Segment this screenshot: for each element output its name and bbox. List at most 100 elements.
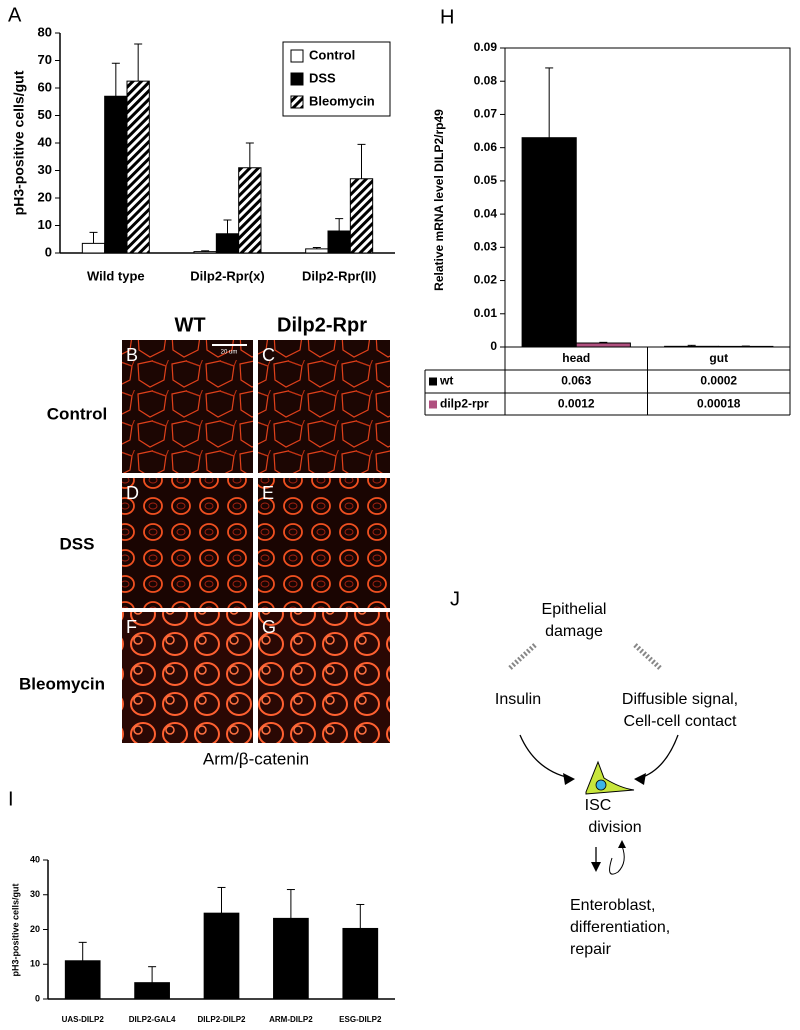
y-tick-label: 20 [38,189,52,204]
y-tick-label: 0.07 [474,107,498,121]
arrow [609,845,625,875]
micrograph [258,478,390,608]
panel-letter: B [126,345,138,365]
y-tick-label: 70 [38,52,52,67]
bar [521,137,577,348]
bar [126,80,150,254]
panel-letter: C [262,345,275,365]
micrograph [258,612,390,743]
node-text: differentiation, [570,919,670,936]
y-tick-label: 40 [30,854,40,864]
nucleus-icon [595,779,607,791]
scale-bar-label: 20 um [221,350,238,356]
y-tick-label: 30 [30,889,40,899]
bar [81,242,106,254]
panel-letter: A [8,4,22,26]
table-header: head [562,351,590,365]
y-tick-label: 0 [35,993,40,1003]
row-label: DSS [60,534,95,553]
y-tick-label: 0.08 [474,73,498,87]
bar [349,178,374,254]
bar [104,95,128,254]
y-axis-label: pH3-positive cells/gut [11,70,27,215]
bar [193,251,217,254]
node-text: Cell-cell contact [624,713,737,730]
y-tick-label: 10 [30,959,40,969]
bar [575,342,631,348]
micrograph [122,612,253,743]
arrow [633,643,662,670]
bar [64,960,101,1000]
y-tick-label: 0.04 [474,206,498,220]
x-tick-label: DILP2-GAL4 [129,1015,176,1024]
legend-label: wt [439,374,453,388]
bar [215,233,240,254]
node-text: Insulin [495,691,541,708]
legend-label: DSS [309,70,336,85]
table-value: 0.063 [561,374,591,388]
legend-swatch [290,72,304,86]
node-text: Epithelial [542,601,607,618]
legend-label: Bleomycin [309,93,375,108]
arrowhead [591,862,601,872]
y-axis-label: Relative mRNA level DILP2/rp49 [432,109,446,291]
table-header: gut [709,351,728,365]
caption: Arm/β-catenin [203,749,309,768]
micrograph [122,478,253,608]
y-tick-label: 0 [490,339,497,353]
column-header: Dilp2-Rpr [277,314,367,336]
micrograph [122,340,253,473]
row-label: Control [47,404,107,423]
bar [238,167,262,254]
legend-swatch [290,95,304,109]
panel-letter: G [262,617,276,637]
panel-letter: D [126,483,139,503]
y-tick-label: 0.06 [474,140,498,154]
node-text: Diffusible signal, [622,691,738,708]
node-text: ISC [585,797,612,814]
x-tick-label: ARM-DILP2 [269,1015,313,1024]
bar [203,912,240,1000]
legend-label: Control [309,47,355,62]
panel-letter: F [126,617,137,637]
arrow [519,734,571,779]
row-label: Bleomycin [19,674,105,693]
node-text: damage [545,623,603,640]
panel-letter: E [262,483,274,503]
y-tick-label: 0 [45,244,52,259]
legend-swatch [429,377,437,386]
diagram: J Epithelial damage Insulin Diffusible s… [450,588,738,958]
x-tick-label: UAS-DILP2 [62,1015,105,1024]
y-tick-label: 30 [38,162,52,177]
arrow [508,643,537,670]
y-tick-label: 0.03 [474,240,498,254]
y-tick-label: 10 [38,217,52,232]
table-value: 0.0012 [558,397,595,411]
node-text: repair [570,941,612,958]
y-tick-label: 50 [38,107,52,122]
y-tick-label: 0.05 [474,173,498,187]
arrowhead [563,773,575,785]
bar [342,927,379,1000]
y-tick-label: 60 [38,79,52,94]
legend-swatch [429,400,437,409]
x-tick-label: Wild type [87,268,145,283]
arrow [639,734,679,779]
y-tick-label: 20 [30,924,40,934]
legend-label: dilp2-rpr [440,397,489,411]
column-header: WT [174,314,205,336]
node-text: division [588,819,641,836]
legend-swatch [290,49,304,63]
y-tick-label: 0.02 [474,273,498,287]
table-value: 0.0002 [700,374,737,388]
bar [273,917,309,1000]
x-tick-label: Dilp2-Rpr(II) [302,268,376,283]
y-tick-label: 80 [38,24,52,39]
panel-letter: J [450,588,460,610]
y-tick-label: 40 [38,134,52,149]
panel-letter: I [8,788,14,810]
y-tick-label: 0.01 [474,306,498,320]
table-value: 0.00018 [697,397,741,411]
y-axis-label: pH3-positive cells/gut [10,883,20,976]
